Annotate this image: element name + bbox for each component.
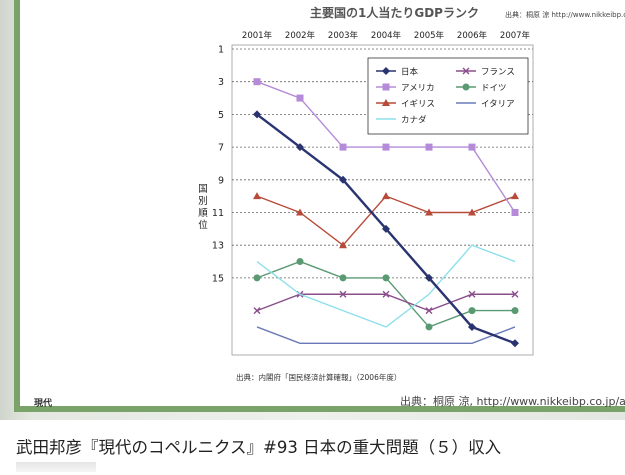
video-title[interactable]: 武田邦彦『現代のコペルニクス』#93 日本の重大問題（５）収入 [16, 438, 502, 457]
y-tick-label: 7 [218, 143, 224, 154]
chart-note: 出典：内閣府「国民経済計算確報」（2006年度） [236, 372, 401, 382]
y-axis-label-char: 位 [198, 219, 208, 231]
x-tick-label: 2003年 [328, 30, 359, 41]
x-tick-label: 2006年 [457, 30, 488, 41]
series-line [256, 326, 516, 344]
y-axis-label-char: 国 [198, 184, 208, 195]
data-point [425, 208, 433, 216]
x-tick-label: 2001年 [242, 30, 273, 41]
data-point [511, 209, 519, 216]
y-axis-label-char: 別 [198, 196, 208, 207]
data-point [382, 99, 390, 106]
legend-label: 日本 [401, 67, 419, 78]
data-point [425, 307, 433, 315]
legend-label: アメリカ [401, 84, 435, 94]
data-point [382, 274, 390, 282]
legend-label: イタリア [481, 100, 515, 110]
video-frame[interactable]: 主要国の1人当たりGDPランク 出典：桐原 涼 http://www.nikke… [0, 0, 625, 420]
data-point [382, 143, 390, 151]
data-point [511, 192, 519, 200]
legend-label: フランス [481, 68, 515, 78]
y-tick-label: 9 [218, 175, 224, 186]
y-tick-label: 1 [218, 45, 224, 56]
legend-label: イギリス [401, 100, 435, 110]
channel-logo: 現代 [34, 399, 53, 409]
data-point [425, 273, 433, 282]
data-point [253, 307, 261, 315]
x-tick-label: 2004年 [371, 30, 402, 41]
chart-source-bottom: 出典：桐原 涼, http://www.nikkeibp.co.jp/artic [400, 395, 625, 408]
data-point [296, 258, 304, 266]
series-line [256, 195, 516, 247]
data-point [339, 143, 347, 151]
data-point [253, 78, 261, 86]
data-point [253, 274, 261, 282]
data-point [511, 307, 519, 315]
data-point [468, 290, 476, 298]
data-point [382, 224, 390, 233]
data-point [468, 307, 476, 315]
data-point [296, 94, 304, 102]
data-point [339, 274, 347, 282]
data-point [296, 143, 304, 152]
y-tick-label: 5 [218, 110, 224, 121]
data-point [339, 175, 347, 184]
series-line [256, 293, 515, 312]
x-tick-label: 2005年 [414, 30, 445, 41]
data-point [511, 339, 519, 348]
x-tick-label: 2002年 [285, 30, 316, 41]
data-point [425, 143, 433, 151]
x-tick-label: 2007年 [500, 30, 531, 41]
data-point [253, 192, 261, 200]
video-subtitle-placeholder [16, 462, 96, 472]
chart-title: 主要国の1人当たりGDPランク [310, 6, 479, 20]
data-point [382, 83, 390, 91]
data-point [468, 208, 476, 216]
series-line [256, 244, 516, 328]
chart-source-top: 出典：桐原 涼 http://www.nikkeibp.co.jp/artic [505, 11, 625, 19]
data-point [339, 241, 347, 249]
y-tick-label: 11 [212, 208, 224, 219]
y-tick-label: 13 [212, 241, 224, 252]
data-point [253, 110, 261, 119]
data-point [468, 143, 476, 151]
y-axis-label-char: 順 [198, 208, 208, 219]
data-point [382, 192, 390, 200]
data-point [425, 323, 433, 331]
plot-frame [231, 44, 534, 356]
data-point [468, 322, 476, 331]
data-point [382, 290, 390, 298]
data-point [296, 208, 304, 216]
data-point [462, 83, 470, 91]
data-point [382, 67, 390, 75]
data-point [339, 290, 347, 298]
data-point [511, 290, 519, 298]
legend-label: カナダ [401, 115, 427, 126]
y-tick-label: 15 [212, 273, 224, 284]
y-tick-label: 3 [218, 77, 224, 88]
data-point [462, 67, 470, 75]
legend-label: ドイツ [481, 84, 507, 94]
